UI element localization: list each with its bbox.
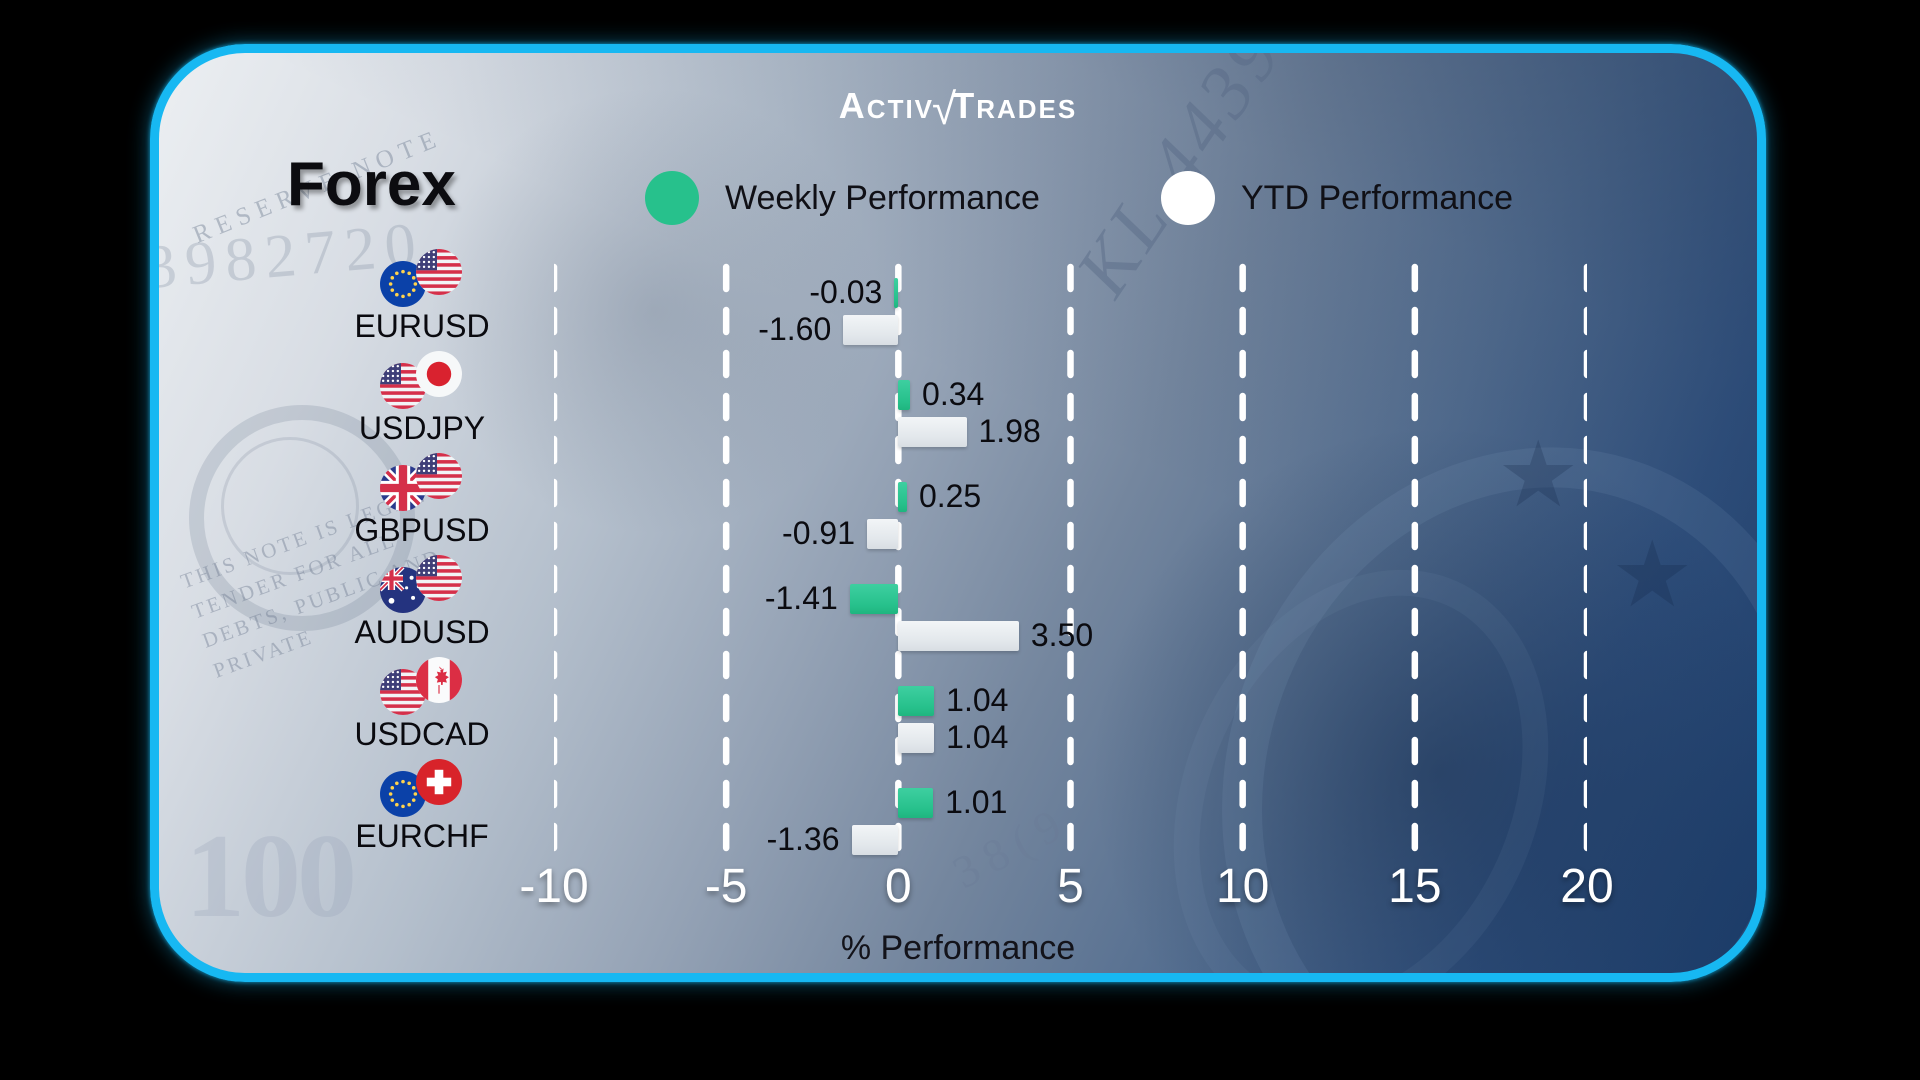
- pair-cell-gbpusd: GBPUSD: [322, 453, 522, 549]
- bar-label-audusd-ytd: 3.50: [1030, 617, 1094, 653]
- activtrades-logo: Activ√Trades: [159, 85, 1757, 132]
- pair-label: GBPUSD: [354, 512, 490, 548]
- bar-label-eurusd-weekly: -0.03: [809, 274, 883, 310]
- pair-cell-usdcad: USDCAD: [322, 657, 522, 753]
- x-tick: -10: [519, 860, 589, 913]
- bar-label-usdjpy-weekly: 0.34: [922, 376, 985, 412]
- x-tick: 5: [1057, 860, 1084, 913]
- bar-usdjpy-ytd: [898, 417, 967, 447]
- logo-text-trades: Trades: [952, 85, 1078, 126]
- bar-label-usdcad-ytd: 1.04: [946, 719, 1009, 755]
- page-title: Forex: [287, 150, 456, 219]
- bar-label-gbpusd-weekly: 0.25: [918, 478, 982, 514]
- x-tick: 10: [1215, 860, 1270, 913]
- x-axis-label: % Performance: [840, 929, 1076, 967]
- pair-cell-eurusd: EURUSD: [322, 249, 522, 345]
- legend-weekly-label: Weekly Performance: [725, 178, 1040, 217]
- legend-item-weekly: Weekly Performance: [645, 171, 1040, 225]
- flag-us-icon: [380, 669, 426, 715]
- pair-label: EURUSD: [354, 308, 490, 344]
- x-tick: -5: [704, 860, 748, 913]
- bar-audusd-ytd: [898, 621, 1019, 651]
- pair-label: USDJPY: [358, 410, 486, 446]
- bar-label-audusd-weekly: -1.41: [764, 580, 838, 616]
- bar-gbpusd-ytd: [866, 519, 899, 549]
- flag-us-icon: [416, 555, 462, 601]
- pair-cell-audusd: AUDUSD: [322, 555, 522, 651]
- currency-pair-column: EURUSD USDJPY GBPUSD AUDUSD USDCAD EURCHF: [159, 245, 554, 857]
- flag-us-icon: [416, 249, 462, 295]
- legend-item-ytd: YTD Performance: [1161, 171, 1513, 225]
- flag-ca-icon: [416, 657, 462, 703]
- bar-eurusd-weekly: [894, 278, 899, 308]
- bar-usdjpy-weekly: [898, 380, 911, 410]
- bar-label-eurusd-ytd: -1.60: [758, 311, 832, 347]
- x-axis: -10 -5 0 5 10 15 20: [519, 859, 1613, 919]
- pair-flags: [380, 249, 464, 307]
- legend-weekly-dot-icon: [645, 171, 699, 225]
- pair-flags: [380, 657, 464, 715]
- flag-ch-icon: [416, 759, 462, 805]
- plot-area: -0.03 -1.60 0.34 1.98 0.25 -0.91 -1.41 3.50 1.04…: [554, 245, 1587, 857]
- legend-ytd-dot-icon: [1161, 171, 1215, 225]
- pair-label: AUDUSD: [354, 614, 490, 650]
- pair-flags: [380, 759, 464, 817]
- bar-label-eurchf-weekly: 1.01: [945, 784, 1008, 820]
- bar-label-eurchf-ytd: -1.36: [766, 821, 840, 857]
- bar-eurusd-ytd: [843, 315, 899, 345]
- bar-usdcad-ytd: [898, 723, 935, 753]
- x-tick: 20: [1560, 860, 1614, 913]
- pair-cell-eurchf: EURCHF: [322, 759, 522, 855]
- pair-label: EURCHF: [355, 818, 489, 854]
- bar-gbpusd-weekly: [898, 482, 907, 512]
- pair-flags: [380, 453, 464, 511]
- pair-flags: [380, 555, 464, 613]
- pair-label: USDCAD: [354, 716, 490, 752]
- bar-eurchf-weekly: [898, 788, 934, 818]
- bar-usdcad-weekly: [898, 686, 935, 716]
- flag-au-icon: [380, 567, 426, 613]
- flag-jp-icon: [416, 351, 462, 397]
- legend-ytd-label: YTD Performance: [1241, 178, 1514, 217]
- flag-us-icon: [416, 453, 462, 499]
- bar-label-usdcad-weekly: 1.04: [946, 682, 1009, 718]
- chart-panel: RESERVE NOTE 3982720 KL 44396 THIS NOTE …: [150, 44, 1766, 982]
- bar-label-usdjpy-ytd: 1.98: [978, 413, 1041, 449]
- bar-label-gbpusd-ytd: -0.91: [782, 515, 855, 551]
- pair-flags: [380, 351, 464, 409]
- x-tick: 0: [884, 860, 912, 913]
- bar-audusd-weekly: [849, 584, 899, 614]
- logo-text-activ: Activ: [838, 85, 935, 126]
- flag-eu-icon: [380, 261, 426, 307]
- pair-cell-usdjpy: USDJPY: [322, 351, 522, 447]
- gridlines: [554, 263, 1587, 855]
- bar-eurchf-ytd: [851, 825, 899, 855]
- x-tick: 15: [1388, 860, 1442, 913]
- decor-euro-star-icon: ★: [1611, 524, 1694, 626]
